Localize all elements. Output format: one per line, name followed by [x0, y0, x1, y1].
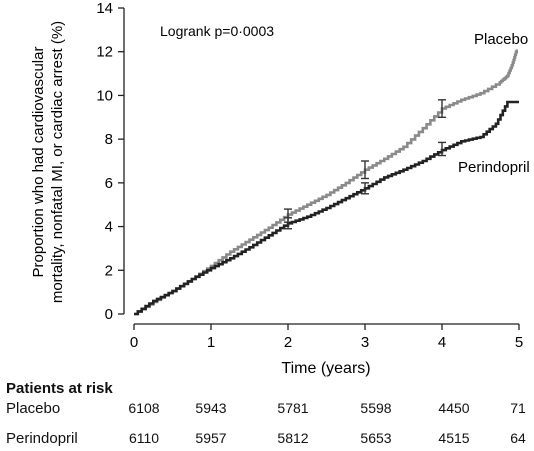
series-label-perindopril: Perindopril [458, 159, 530, 176]
y-tick-label: 10 [96, 87, 113, 104]
km-chart: Proportion who had cardiovascular mortali… [30, 0, 530, 377]
risk-value: 5653 [360, 430, 392, 446]
y-tick-label: 2 [105, 262, 113, 279]
risk-value: 6108 [128, 400, 160, 416]
x-tick-label: 0 [130, 334, 138, 351]
risk-row-label: Placebo [6, 400, 61, 417]
x-tick-label: 4 [438, 334, 446, 351]
x-tick-label: 5 [515, 334, 523, 351]
y-tick-label: 6 [105, 175, 113, 192]
risk-value: 5598 [360, 400, 392, 416]
risk-value: 71 [510, 400, 526, 416]
risk-row: Placebo 6108 5943 5781 5598 4450 71 [0, 400, 534, 420]
y-axis-label: Proportion who had cardiovascular mortali… [30, 21, 66, 303]
risk-table-title: Patients at risk [6, 380, 113, 397]
x-tick-label: 2 [284, 334, 292, 351]
logrank-annotation: Logrank p=0·0003 [160, 23, 274, 39]
risk-value: 5957 [195, 430, 227, 446]
series-line-perindopril [134, 100, 519, 316]
y-axis-label-line: Proportion who had cardiovascular [30, 47, 47, 278]
x-tick-label: 3 [361, 334, 369, 351]
risk-value: 64 [510, 430, 526, 446]
y-tick-label: 4 [105, 219, 113, 236]
y-tick-label: 8 [105, 131, 113, 148]
risk-value: 4450 [438, 400, 470, 416]
risk-value: 6110 [128, 430, 160, 446]
risk-row-label: Perindopril [6, 430, 78, 447]
series-layer: Placebo Perindopril [134, 31, 530, 316]
series-label-placebo: Placebo [474, 31, 528, 48]
risk-value: 4515 [438, 430, 470, 446]
risk-value: 5943 [195, 400, 227, 416]
risk-value: 5812 [277, 430, 309, 446]
x-tick-label: 1 [207, 334, 215, 351]
x-axis-label: Time (years) [281, 360, 370, 377]
y-tick-label: 12 [96, 44, 113, 61]
risk-row: Perindopril 6110 5957 5812 5653 4515 64 [0, 430, 534, 450]
risk-value: 5781 [277, 400, 309, 416]
y-tick-label: 14 [96, 0, 113, 17]
y-tick-label: 0 [105, 306, 113, 323]
series-line-placebo [134, 49, 518, 316]
y-axis-label-line: mortality, nonfatal MI, or cardiac arres… [49, 21, 66, 303]
